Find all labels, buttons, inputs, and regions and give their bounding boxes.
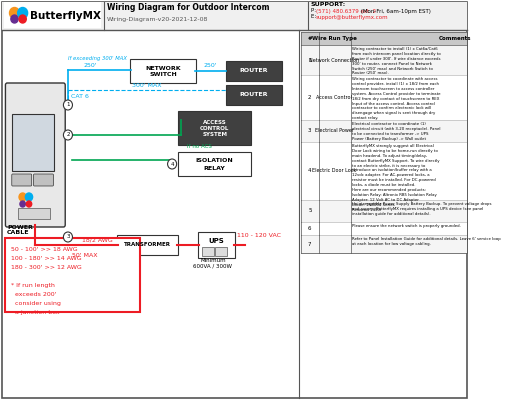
Text: SYSTEM: SYSTEM: [202, 132, 227, 136]
Text: ROUTER: ROUTER: [239, 92, 268, 98]
Text: * If run length: * If run length: [11, 283, 55, 288]
Text: POWER: POWER: [7, 225, 33, 230]
Text: Please ensure the network switch is properly grounded.: Please ensure the network switch is prop…: [352, 224, 461, 228]
Text: a junction box: a junction box: [11, 310, 60, 315]
Text: 100 - 180' >> 14 AWG: 100 - 180' >> 14 AWG: [11, 256, 81, 261]
Text: Comments: Comments: [438, 36, 471, 41]
FancyBboxPatch shape: [301, 200, 467, 222]
Text: Wiring-Diagram-v20-2021-12-08: Wiring-Diagram-v20-2021-12-08: [107, 16, 208, 22]
Text: UPS: UPS: [209, 238, 224, 244]
Text: Uninterruptible Power Supply Battery Backup. To prevent voltage drops
and surges: Uninterruptible Power Supply Battery Bac…: [352, 202, 492, 216]
Text: CONTROL: CONTROL: [200, 126, 229, 130]
Text: 50' MAX: 50' MAX: [73, 253, 98, 258]
Circle shape: [63, 130, 73, 140]
Text: If no ACS: If no ACS: [187, 144, 212, 149]
Text: SWITCH: SWITCH: [149, 72, 177, 78]
Text: CABLE: CABLE: [7, 230, 30, 235]
FancyBboxPatch shape: [18, 208, 50, 218]
Text: CAT 6: CAT 6: [70, 94, 89, 99]
Text: Wire Run Type: Wire Run Type: [312, 36, 357, 41]
Text: If exceeding 300' MAX: If exceeding 300' MAX: [68, 56, 127, 61]
Text: exceeds 200': exceeds 200': [11, 292, 56, 297]
Text: 180 - 300' >> 12 AWG: 180 - 300' >> 12 AWG: [11, 265, 82, 270]
Circle shape: [19, 15, 26, 23]
FancyBboxPatch shape: [117, 235, 178, 255]
Text: Network Connection: Network Connection: [309, 58, 359, 62]
Text: Wiring contractor to coordinate with access
control provider, install (1) x 18/2: Wiring contractor to coordinate with acc…: [352, 77, 441, 120]
Text: P:: P:: [311, 8, 318, 14]
FancyBboxPatch shape: [12, 114, 54, 171]
Text: 250': 250': [204, 63, 217, 68]
FancyBboxPatch shape: [301, 75, 467, 120]
Text: SUPPORT:: SUPPORT:: [311, 2, 346, 8]
FancyBboxPatch shape: [2, 2, 467, 30]
Text: Minimum: Minimum: [200, 258, 226, 263]
Circle shape: [19, 193, 26, 201]
Circle shape: [9, 8, 20, 18]
Text: TRANSFORMER: TRANSFORMER: [124, 242, 171, 248]
Circle shape: [63, 100, 73, 110]
Text: 1: 1: [66, 102, 70, 108]
Text: 110 - 120 VAC: 110 - 120 VAC: [237, 233, 281, 238]
Text: support@butterflymx.com: support@butterflymx.com: [316, 14, 389, 20]
Text: NETWORK: NETWORK: [145, 66, 181, 72]
FancyBboxPatch shape: [215, 246, 227, 256]
Circle shape: [18, 8, 27, 18]
Text: 7: 7: [308, 242, 311, 246]
Text: ROUTER: ROUTER: [239, 68, 268, 74]
Text: E:: E:: [311, 14, 318, 20]
FancyBboxPatch shape: [225, 61, 282, 81]
Text: 5: 5: [308, 208, 311, 214]
FancyBboxPatch shape: [203, 246, 214, 256]
Text: ISOLATION: ISOLATION: [196, 158, 234, 164]
Text: 250': 250': [84, 63, 97, 68]
FancyBboxPatch shape: [301, 32, 467, 45]
FancyBboxPatch shape: [34, 174, 53, 186]
FancyBboxPatch shape: [301, 235, 467, 253]
FancyBboxPatch shape: [178, 152, 251, 176]
Text: Refer to Panel Installation Guide for additional details. Leave 6' service loop
: Refer to Panel Installation Guide for ad…: [352, 237, 501, 246]
Circle shape: [11, 15, 18, 23]
FancyBboxPatch shape: [301, 142, 467, 200]
Text: Access Control: Access Control: [316, 95, 352, 100]
Text: Electrical Power: Electrical Power: [315, 128, 354, 134]
Text: ACCESS: ACCESS: [203, 120, 226, 126]
Text: 6: 6: [308, 226, 311, 231]
Circle shape: [20, 201, 25, 207]
Text: 600VA / 300W: 600VA / 300W: [193, 263, 233, 268]
Text: 3: 3: [308, 128, 311, 134]
Text: 4: 4: [308, 168, 311, 174]
FancyBboxPatch shape: [131, 59, 196, 83]
Text: Electric Door Lock: Electric Door Lock: [312, 168, 356, 174]
Circle shape: [26, 201, 32, 207]
FancyBboxPatch shape: [12, 174, 32, 186]
Text: (571) 480.6379 ext. 2: (571) 480.6379 ext. 2: [316, 8, 376, 14]
FancyBboxPatch shape: [178, 111, 251, 145]
FancyBboxPatch shape: [4, 2, 102, 28]
Text: 300' MAX: 300' MAX: [132, 83, 162, 88]
Text: ButterflyMX strongly suggest all Electrical
Door Lock wiring to be home-run dire: ButterflyMX strongly suggest all Electri…: [352, 144, 440, 212]
Text: Wiring Diagram for Outdoor Intercom: Wiring Diagram for Outdoor Intercom: [107, 4, 269, 12]
Text: 2: 2: [66, 132, 70, 138]
Circle shape: [168, 159, 177, 169]
Text: Wiring contractor to install (1) x Cat6a/Cat6
from each intercom panel location : Wiring contractor to install (1) x Cat6a…: [352, 47, 441, 76]
FancyBboxPatch shape: [225, 85, 282, 105]
Text: #: #: [308, 36, 312, 41]
Text: 3: 3: [66, 234, 70, 240]
Circle shape: [63, 232, 73, 242]
FancyBboxPatch shape: [5, 83, 65, 227]
FancyBboxPatch shape: [2, 2, 467, 398]
Text: 50 - 100' >> 18 AWG: 50 - 100' >> 18 AWG: [11, 247, 78, 252]
FancyBboxPatch shape: [5, 238, 140, 312]
Circle shape: [25, 193, 33, 201]
Text: 18/2 AWG: 18/2 AWG: [81, 238, 112, 243]
Text: 1: 1: [308, 58, 311, 62]
Text: 4: 4: [170, 162, 174, 166]
FancyBboxPatch shape: [301, 222, 467, 235]
Text: RELAY: RELAY: [204, 166, 226, 170]
Text: consider using: consider using: [11, 301, 61, 306]
FancyBboxPatch shape: [301, 120, 467, 142]
FancyBboxPatch shape: [198, 232, 235, 258]
Text: Electrical contractor to coordinate (1)
electrical circuit (with 3-20 receptacle: Electrical contractor to coordinate (1) …: [352, 122, 441, 141]
Text: ButterflyMX: ButterflyMX: [30, 11, 101, 21]
